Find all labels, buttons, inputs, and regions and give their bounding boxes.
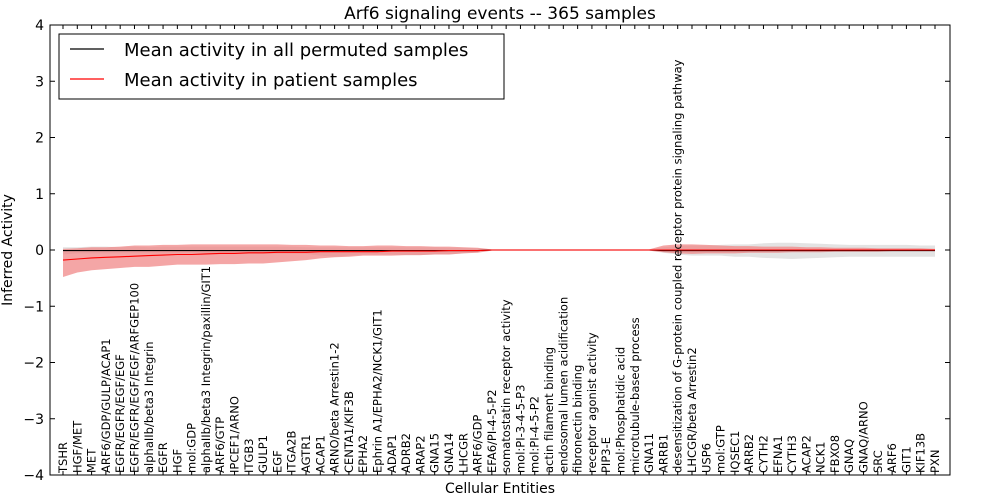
x-tick-label: desensitization of G-protein coupled rec… [671,59,685,473]
x-tick-label: ARRB1 [656,434,670,473]
x-tick-label: HGF [170,449,184,473]
x-tick-label: CENTA1/KIF3B [342,391,356,473]
x-tick-label: LHCGR/beta Arrestin2 [685,347,699,473]
y-tick-label: 1 [35,187,44,203]
x-tick-label: ITGB3 [242,438,256,473]
x-tick-label: EFNA1 [771,435,785,473]
x-tick-label: mol:Phosphatidic acid [614,347,628,473]
y-tick-label: −1 [23,299,44,315]
legend-label-patient: Mean activity in patient samples [124,70,418,91]
x-tick-label: NCK1 [814,442,828,474]
x-tick-label: GULP1 [256,435,270,473]
x-tick-label: EGF [270,450,284,473]
x-tick-label: AGTR1 [299,435,313,474]
x-tick-label: CYTH3 [785,435,799,473]
x-axis-label: Cellular Entities [445,481,555,497]
y-tick-label: 0 [35,243,44,259]
x-tick-label: EGFR/EGFR/EGF/EGF/ARFGEP100 [128,283,142,473]
x-tick-label: PXN [928,450,942,473]
legend-label-permuted: Mean activity in all permuted samples [124,40,468,61]
y-tick-label: −2 [23,356,44,372]
x-tick-label: ARF6 [885,443,899,473]
chart-title: Arf6 signaling events -- 365 samples [344,4,656,24]
x-tick-label: ACAP1 [313,435,327,473]
x-tick-label: alphaIIb/beta3 Integrin/paxillin/GIT1 [199,266,213,473]
x-tick-label: ACAP2 [799,435,813,473]
y-tick-label: 2 [35,131,44,147]
x-tick-label: endosomal lumen acidification [556,297,570,473]
y-tick-label: −4 [23,468,44,484]
y-tick-label: 3 [35,74,44,90]
x-tick-label: GNA11 [642,433,656,473]
x-tick-label: LHCGR [456,433,470,473]
x-tick-label: somatostatin receptor activity [499,299,513,473]
x-tick-label: SRC [871,450,885,473]
series-line-patient [62,249,935,261]
x-tick-label: PIP3-E [599,437,613,473]
x-tick-label: ARRB2 [742,434,756,473]
x-tick-label: KIF13B [914,433,928,473]
x-tick-label: mol:GTP [714,425,728,473]
x-tick-label: ARF6/GDP/GULP/ACAP1 [99,338,113,473]
x-tick-label: GNA14 [442,433,456,473]
y-tick-label: 4 [35,18,44,34]
x-tick-label: ARAP2 [413,435,427,473]
x-tick-label: ARF6/GDP [471,415,485,473]
x-tick-label: microtubule-based process [628,317,642,473]
x-tick-label: ADRB2 [399,433,413,473]
x-tick-label: ITGA2B [285,430,299,473]
x-tick-label: ARNO/beta Arrestin1-2 [328,342,342,473]
x-tick-label: EPHA2 [356,435,370,473]
x-tick-label: GNAQ [842,439,856,473]
x-axis-ticks: TSHR HGF/MET MET ARF6/GDP/GULP/ACAP1 EGFR/EG… [56,25,942,475]
x-tick-label: mol:PI-3-4-5-P3 [513,385,527,473]
x-tick-label: GNA15 [428,433,442,473]
x-tick-label: EGFR/EGFR/EGF/EGF [113,354,127,473]
x-tick-label: mol:PI-4-5-P2 [528,396,542,473]
x-tick-label: IPCEF1/ARNO [228,396,242,473]
x-tick-label: USP6 [699,443,713,473]
x-tick-label: GIT1 [899,446,913,473]
x-tick-label: TSHR [56,442,70,474]
x-tick-label: mol:GDP [185,423,199,473]
x-tick-label: MET [85,448,99,473]
x-tick-label: ADAP1 [385,434,399,473]
x-tick-label: Ephrin A1/EPHA2/NCK1/GIT1 [371,309,385,473]
x-tick-label: fibronectin binding [571,365,585,473]
y-axis-label: Inferred Activity [0,194,16,306]
x-tick-label: CYTH2 [757,435,771,473]
x-tick-label: GNAQ/ARNO [857,401,871,473]
legend: Mean activity in all permuted samples Me… [58,33,505,100]
y-tick-label: −3 [23,412,44,428]
x-tick-label: receptor agonist activity [585,332,599,473]
x-tick-label: FBXO8 [828,435,842,473]
x-tick-label: ARF6/GTP [213,417,227,473]
x-tick-label: IQSEC1 [728,431,742,473]
x-tick-label: EGFR [156,442,170,473]
x-tick-label: actin filament binding [542,347,556,473]
x-tick-label: alphaIIb/beta3 Integrin [142,341,156,473]
x-tick-label: EFA6/PI-4-5-P2 [485,389,499,473]
series-lines [62,249,935,261]
y-axis-ticks: −4 −3 −2 −1 0 1 2 3 4 [23,18,950,484]
x-tick-label: HGF/MET [70,420,84,473]
legend-box [58,33,505,100]
